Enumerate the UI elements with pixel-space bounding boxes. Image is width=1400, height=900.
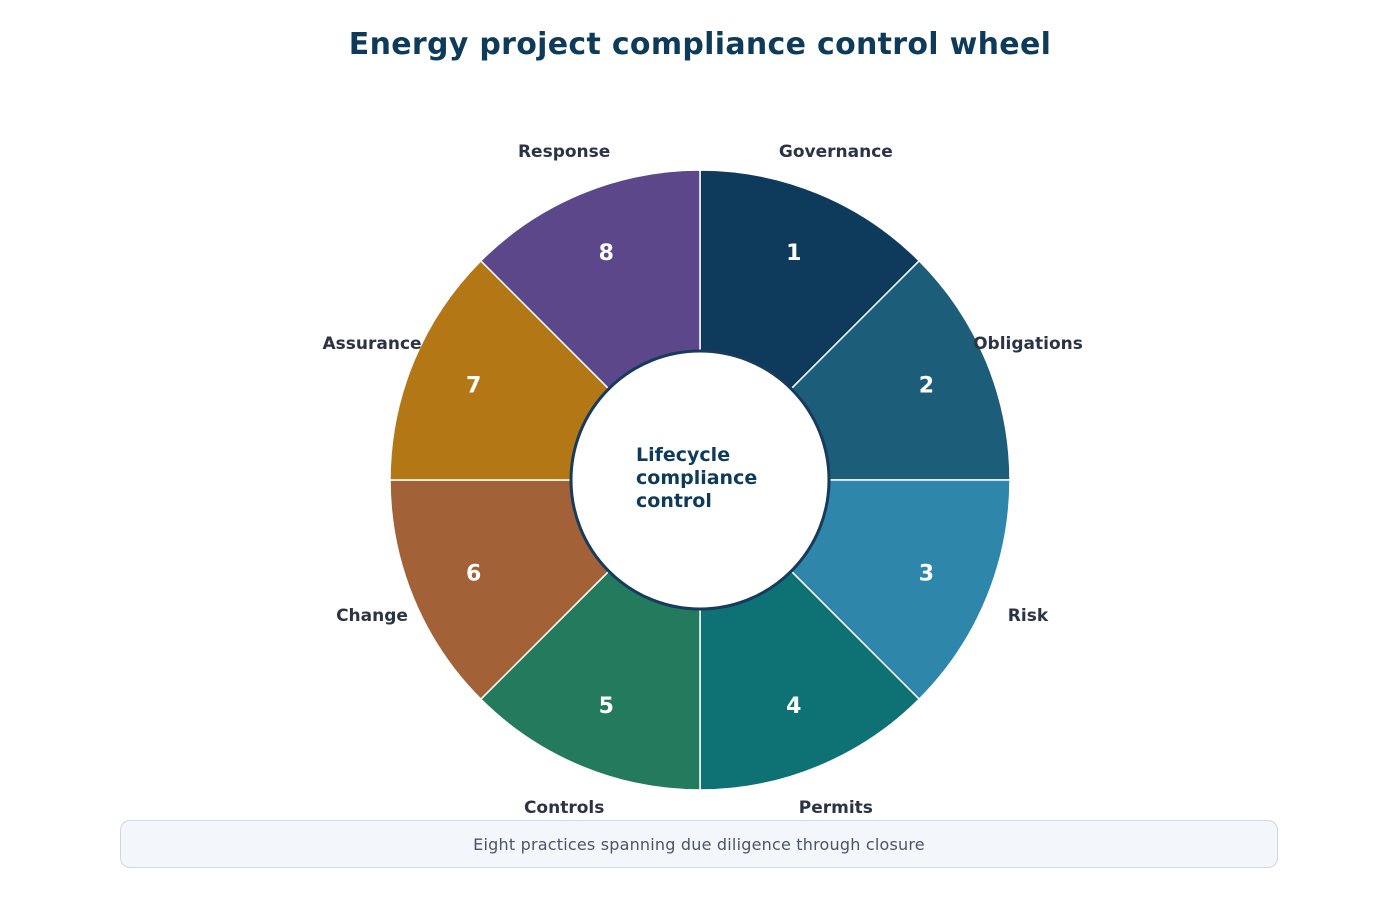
segment-number-7: 7 [466, 374, 481, 399]
segment-number-6: 6 [466, 561, 481, 586]
segment-number-4: 4 [786, 694, 801, 719]
segment-number-2: 2 [919, 374, 934, 399]
segment-label-governance: Governance [779, 142, 893, 162]
segment-label-risk: Risk [1008, 606, 1049, 626]
segment-number-1: 1 [786, 241, 801, 266]
segment-label-controls: Controls [524, 798, 604, 818]
segment-label-response: Response [518, 142, 610, 162]
segment-number-8: 8 [599, 241, 614, 266]
wheel-labels: 1 Governance 2 Obligations 3 Risk 4 Permits 5 Con… [322, 142, 1082, 818]
page-title: Energy project compliance control wheel [348, 27, 1052, 62]
segment-label-change: Change [336, 606, 408, 626]
caption-banner: Eight practices spanning due diligence t… [120, 820, 1278, 868]
segment-label-permits: Permits [799, 798, 873, 818]
segment-number-5: 5 [599, 694, 614, 719]
caption-text: Eight practices spanning due diligence t… [473, 834, 925, 854]
segment-label-assurance: Assurance [322, 334, 421, 354]
center-line-1: Lifecycle [636, 444, 731, 466]
center-hub [569, 349, 831, 611]
center-label: Lifecycle compliance control [636, 444, 786, 513]
wheel-segments [389, 169, 1011, 791]
center-line-3: control [636, 490, 712, 512]
center-line-2: compliance [636, 467, 758, 489]
segment-label-obligations: Obligations [973, 334, 1083, 354]
segment-number-3: 3 [919, 561, 934, 586]
